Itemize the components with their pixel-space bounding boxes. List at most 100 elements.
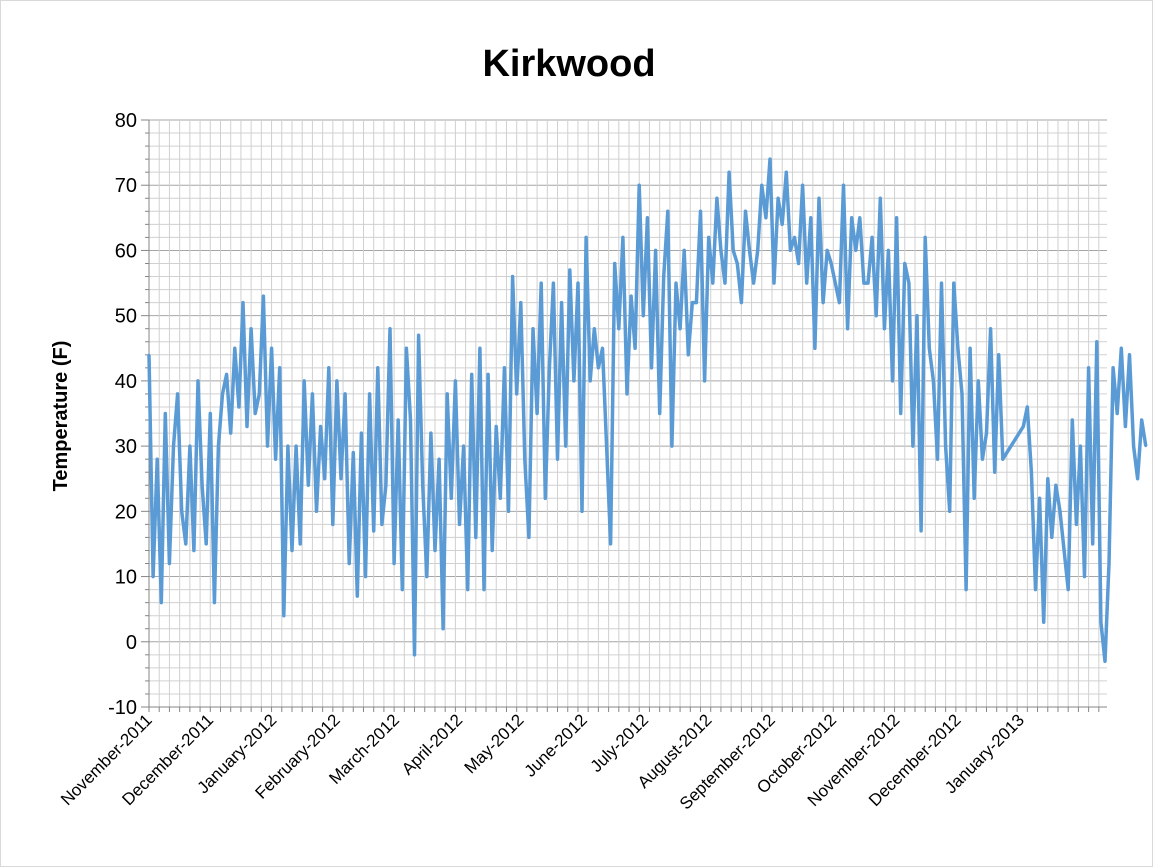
data-point <box>441 627 445 630</box>
data-point <box>699 210 702 213</box>
data-point <box>282 614 285 617</box>
data-point <box>674 281 678 285</box>
data-point <box>327 366 330 369</box>
data-point <box>883 327 886 330</box>
data-point <box>613 262 616 265</box>
data-point <box>732 249 735 252</box>
data-point <box>683 249 686 252</box>
data-point <box>1079 444 1082 448</box>
data-point <box>568 268 571 272</box>
data-point <box>1111 366 1115 369</box>
data-point <box>388 327 392 330</box>
data-point <box>564 444 567 448</box>
data-point <box>654 249 657 252</box>
data-point <box>601 347 604 350</box>
data-point <box>254 412 257 415</box>
data-point <box>262 294 265 298</box>
data-point <box>658 412 661 415</box>
data-point <box>1022 425 1025 428</box>
data-point <box>1018 431 1021 435</box>
data-point <box>540 281 543 285</box>
data-point <box>805 281 808 285</box>
data-point <box>609 542 612 546</box>
data-point <box>462 444 465 448</box>
data-point <box>266 444 269 448</box>
data-point <box>1116 412 1119 415</box>
data-point <box>838 301 841 304</box>
data-point <box>1062 549 1066 552</box>
data-point <box>486 373 490 376</box>
data-point <box>507 510 510 513</box>
data-point <box>1087 366 1090 369</box>
data-point <box>850 216 853 219</box>
data-point <box>985 431 988 435</box>
data-point <box>911 444 915 448</box>
data-point <box>1042 621 1045 624</box>
data-point <box>940 281 943 285</box>
data-point <box>433 549 437 552</box>
y-tick-label: 60 <box>115 240 137 262</box>
data-point <box>466 588 469 591</box>
data-point <box>707 236 710 239</box>
data-point <box>813 347 817 350</box>
data-point <box>752 281 755 285</box>
data-point <box>981 458 984 461</box>
data-point <box>458 523 461 526</box>
data-point <box>229 431 232 435</box>
data-point <box>691 301 694 304</box>
data-point <box>899 412 902 415</box>
data-point <box>977 379 980 383</box>
data-point <box>1075 523 1078 526</box>
data-point <box>503 366 506 369</box>
data-point <box>417 334 420 337</box>
data-point <box>339 477 343 480</box>
data-point <box>678 327 682 330</box>
data-point <box>589 379 592 383</box>
data-point <box>952 281 955 285</box>
data-point <box>511 275 514 278</box>
data-point <box>776 197 780 200</box>
data-point <box>854 249 857 252</box>
data-point <box>299 542 302 546</box>
data-point <box>556 458 559 461</box>
data-point <box>286 444 290 448</box>
data-point <box>270 347 273 350</box>
data-point <box>642 314 645 317</box>
data-point <box>1120 347 1123 350</box>
data-point <box>233 347 236 350</box>
data-point <box>687 353 690 356</box>
data-point <box>793 236 796 239</box>
data-point <box>605 444 608 448</box>
data-point <box>474 536 477 539</box>
data-point <box>875 314 878 317</box>
data-point <box>1001 458 1004 461</box>
data-point <box>364 575 367 578</box>
data-point <box>1030 471 1033 474</box>
data-point <box>343 392 347 396</box>
data-point <box>168 562 171 565</box>
data-point <box>584 236 588 239</box>
data-point <box>1140 418 1143 422</box>
data-point <box>274 458 277 461</box>
data-point <box>1067 588 1070 591</box>
data-point <box>200 484 204 487</box>
data-point <box>209 412 212 415</box>
y-tick-label: 10 <box>115 567 137 589</box>
data-point <box>241 301 245 304</box>
data-point <box>290 549 294 552</box>
data-point <box>826 249 829 252</box>
data-point <box>879 197 882 200</box>
data-point <box>768 157 772 161</box>
data-point <box>495 425 498 428</box>
data-point <box>772 281 776 285</box>
data-point <box>919 529 923 533</box>
data-point <box>633 347 637 350</box>
data-point <box>548 366 551 369</box>
x-tick-label: July-2012 <box>587 710 653 776</box>
x-tick-label: April-2012 <box>398 710 466 778</box>
data-point <box>1050 536 1054 539</box>
data-point <box>789 249 792 252</box>
data-point <box>560 301 563 304</box>
data-point <box>870 236 874 239</box>
data-point <box>225 373 228 376</box>
